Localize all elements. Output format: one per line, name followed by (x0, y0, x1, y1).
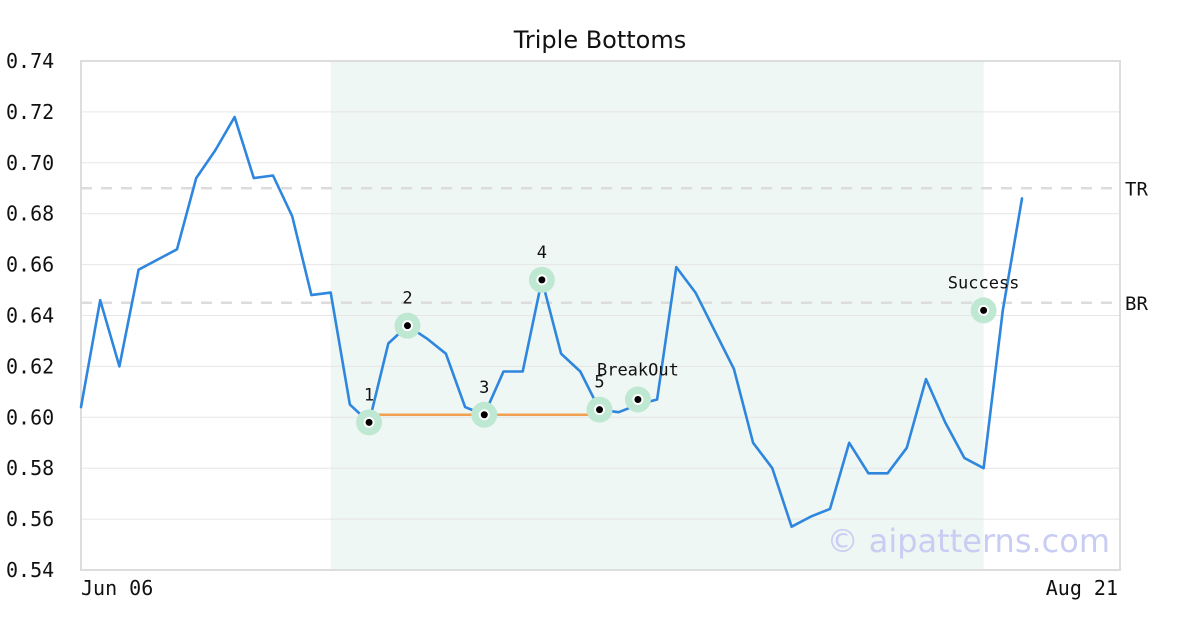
y-axis-ticks: 0.54 0.56 0.58 0.60 0.62 0.64 0.66 0.68 0.70 0.72… (6, 49, 54, 582)
x-tick-label: Jun 06 (81, 576, 153, 600)
y-tick-label: 0.66 (6, 253, 54, 277)
annotation-dot (980, 306, 988, 314)
annotation-dot (480, 411, 488, 419)
annotation-dot (596, 406, 604, 414)
annotation-dot (365, 418, 373, 426)
y-tick-label: 0.54 (6, 558, 54, 582)
annotation-dot (403, 322, 411, 330)
annotation-label: 3 (479, 378, 489, 398)
annotation-label: 1 (364, 385, 374, 405)
x-axis-ticks: Jun 06 Aug 21 (81, 576, 1118, 600)
x-tick-label: Aug 21 (1046, 576, 1118, 600)
watermark: © aipatterns.com (827, 522, 1110, 560)
annotation-dot (538, 276, 546, 284)
y-tick-label: 0.64 (6, 304, 54, 328)
y-tick-label: 0.74 (6, 49, 54, 73)
chart-title: Triple Bottoms (513, 26, 687, 54)
reference-lines: TR BR (81, 178, 1148, 315)
annotation-label: 2 (402, 289, 412, 309)
annotation-label: 5 (594, 373, 604, 393)
annotation-label: 4 (537, 243, 547, 263)
y-tick-label: 0.56 (6, 507, 54, 531)
annotation-dot (634, 395, 642, 403)
y-tick-label: 0.62 (6, 354, 54, 378)
annotation-label: BreakOut (597, 360, 679, 380)
y-tick-label: 0.58 (6, 456, 54, 480)
y-tick-label: 0.72 (6, 100, 54, 124)
price-series-line (79, 115, 1024, 529)
y-tick-label: 0.70 (6, 151, 54, 175)
annotation-label: Success (948, 273, 1020, 293)
reference-label-tr: TR (1125, 178, 1148, 200)
reference-label-br: BR (1125, 293, 1148, 315)
plot-frame (80, 60, 1121, 571)
series-layer (79, 115, 1024, 529)
y-tick-label: 0.60 (6, 405, 54, 429)
y-tick-label: 0.68 (6, 202, 54, 226)
